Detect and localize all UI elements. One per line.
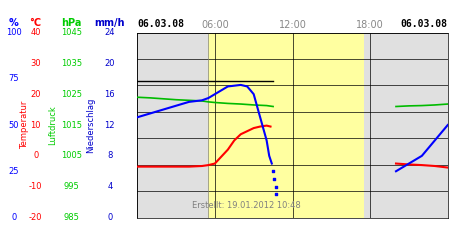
Point bbox=[272, 185, 279, 189]
Bar bbox=[208, 32, 364, 218]
Text: 16: 16 bbox=[104, 90, 115, 99]
Point bbox=[271, 177, 278, 181]
Text: 50: 50 bbox=[9, 120, 19, 130]
Text: 4: 4 bbox=[107, 182, 112, 191]
Text: °C: °C bbox=[30, 18, 42, 28]
Text: -20: -20 bbox=[29, 213, 42, 222]
Text: 06.03.08: 06.03.08 bbox=[138, 19, 185, 29]
Text: 0: 0 bbox=[33, 151, 38, 160]
Text: 25: 25 bbox=[9, 167, 19, 176]
Text: 0: 0 bbox=[107, 213, 112, 222]
Text: Niederschlag: Niederschlag bbox=[86, 97, 95, 153]
Text: 1005: 1005 bbox=[61, 151, 82, 160]
Text: 985: 985 bbox=[63, 213, 79, 222]
Text: 8: 8 bbox=[107, 151, 112, 160]
Text: Luftdruck: Luftdruck bbox=[48, 105, 57, 145]
Text: -10: -10 bbox=[29, 182, 42, 191]
Text: %: % bbox=[9, 18, 18, 28]
Text: 75: 75 bbox=[9, 74, 19, 83]
Text: 0: 0 bbox=[11, 213, 16, 222]
Text: 06.03.08: 06.03.08 bbox=[400, 19, 447, 29]
Text: 1035: 1035 bbox=[61, 59, 82, 68]
Text: 20: 20 bbox=[104, 59, 115, 68]
Text: 1045: 1045 bbox=[61, 28, 82, 37]
Text: hPa: hPa bbox=[61, 18, 81, 28]
Text: 100: 100 bbox=[6, 28, 22, 37]
Text: 1015: 1015 bbox=[61, 120, 82, 130]
Point bbox=[270, 169, 277, 173]
Text: Temperatur: Temperatur bbox=[20, 101, 29, 149]
Text: 40: 40 bbox=[31, 28, 41, 37]
Text: Erstellt: 19.01.2012 10:48: Erstellt: 19.01.2012 10:48 bbox=[192, 201, 300, 210]
Text: 1025: 1025 bbox=[61, 90, 82, 99]
Text: 10: 10 bbox=[31, 120, 41, 130]
Text: 30: 30 bbox=[30, 59, 41, 68]
Text: 20: 20 bbox=[31, 90, 41, 99]
Text: 995: 995 bbox=[63, 182, 79, 191]
Text: 24: 24 bbox=[104, 28, 115, 37]
Text: mm/h: mm/h bbox=[94, 18, 125, 28]
Point bbox=[273, 192, 280, 196]
Text: 12: 12 bbox=[104, 120, 115, 130]
